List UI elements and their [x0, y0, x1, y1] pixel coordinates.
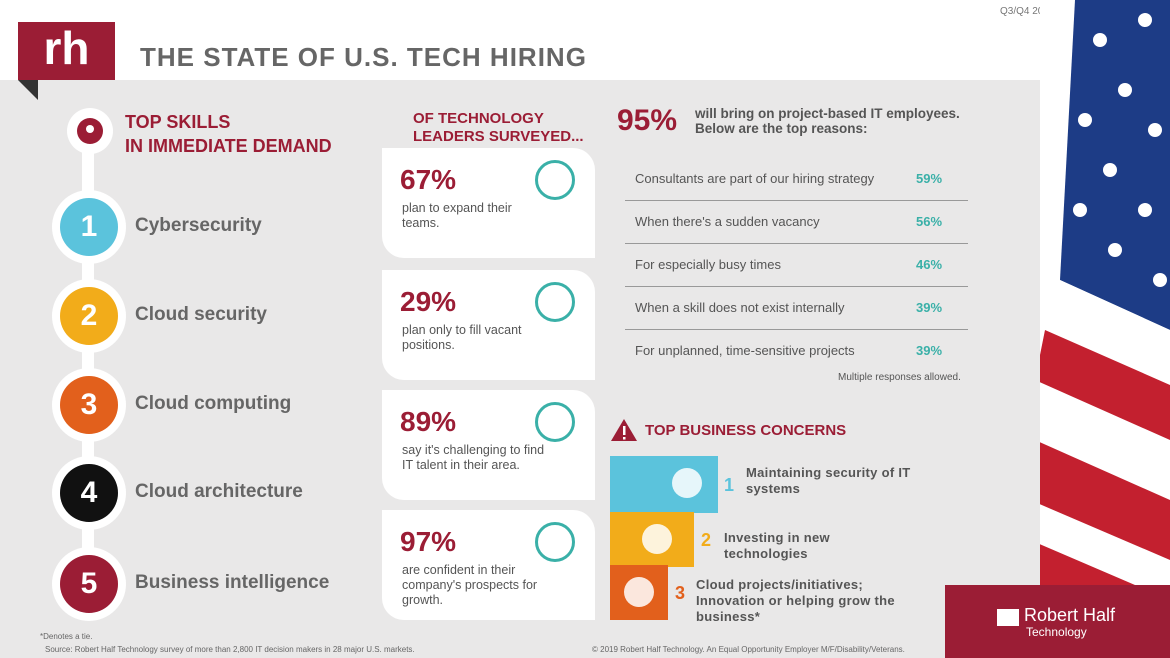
card-text: plan only to fill vacant positions.: [402, 323, 522, 352]
card-stat: 67%: [400, 164, 457, 195]
reasons-stat: 95%: [617, 104, 678, 137]
concern-icon: [624, 577, 654, 607]
card-stat: 97%: [400, 526, 457, 557]
title: THE STATE OF U.S. TECH HIRING: [140, 42, 587, 72]
brand-box: [945, 585, 1170, 658]
copyright: © 2019 Robert Half Technology. An Equal …: [592, 645, 905, 654]
footnote: *Denotes a tie.: [40, 632, 93, 641]
reason-value: 59%: [916, 171, 943, 186]
reason-label: Consultants are part of our hiring strat…: [635, 171, 875, 186]
warning-icon: [611, 419, 637, 441]
brand-name: Robert Half: [1024, 605, 1116, 625]
heading-line: OF TECHNOLOGY: [413, 110, 544, 127]
reason-value: 56%: [916, 214, 943, 229]
skills-heading: TOP SKILLS IN IMMEDIATE DEMAND: [125, 110, 332, 158]
card-icon: [535, 282, 575, 322]
row-divider: [625, 329, 968, 330]
reason-value: 39%: [916, 300, 943, 315]
logo-fold: [18, 80, 38, 100]
row-divider: [625, 200, 968, 201]
reason-label: For unplanned, time-sensitive projects: [635, 343, 855, 358]
concern-text: Investing in new technologies: [724, 530, 830, 561]
skill-label: Business intelligence: [135, 572, 330, 593]
card-icon: [535, 402, 575, 442]
reason-value: 46%: [916, 257, 943, 272]
header-band: [0, 22, 1070, 80]
heading-line: IN IMMEDIATE DEMAND: [125, 136, 332, 156]
concerns-title: TOP BUSINESS CONCERNS: [645, 422, 847, 439]
skill-number: 2: [60, 287, 118, 345]
brand-mark: [997, 609, 1019, 626]
card-stat: 29%: [400, 286, 457, 317]
reason-value: 39%: [916, 343, 943, 358]
heading-line: TOP SKILLS: [125, 112, 231, 132]
card-text: are confident in their company's prospec…: [402, 563, 538, 607]
concern-icon: [672, 468, 702, 498]
card-stat: 89%: [400, 406, 457, 437]
card-text: say it's challenging to find IT talent i…: [402, 443, 545, 472]
skill-label: Cloud security: [135, 304, 267, 325]
reason-label: For especially busy times: [635, 257, 781, 272]
brand-sub: Technology: [1026, 625, 1087, 639]
heading-line: LEADERS SURVEYED...: [413, 128, 584, 145]
reason-label: When there's a sudden vacancy: [635, 214, 820, 229]
reasons-intro: will bring on project-based IT employees…: [695, 106, 960, 136]
row-divider: [625, 243, 968, 244]
skill-number: 1: [60, 198, 118, 256]
concern-number: 2: [701, 529, 712, 550]
concern-number: 3: [675, 582, 686, 603]
skill-number: 5: [60, 555, 118, 613]
skill-number: 3: [60, 376, 118, 434]
flag: [1040, 0, 1170, 658]
concern-text: Cloud projects/initiatives; Innovation o…: [696, 577, 895, 624]
concern-number: 1: [724, 474, 735, 495]
concern-icon: [642, 524, 672, 554]
leaders-heading: OF TECHNOLOGY LEADERS SURVEYED...: [413, 110, 584, 146]
source: Source: Robert Half Technology survey of…: [45, 645, 415, 654]
reasons-note: Multiple responses allowed.: [838, 372, 961, 383]
card-text: plan to expand their teams.: [402, 201, 512, 230]
badge: Q3/Q4 2019: [1000, 6, 1055, 17]
top-band: [0, 0, 1170, 22]
logo: rh: [18, 22, 115, 80]
skill-label: Cybersecurity: [135, 215, 262, 236]
card-icon: [535, 160, 575, 200]
skill-number: 4: [60, 464, 118, 522]
row-divider: [625, 286, 968, 287]
card-icon: [535, 522, 575, 562]
skills-icon: [67, 108, 113, 154]
reason-label: When a skill does not exist internally: [635, 300, 845, 315]
skill-label: Cloud architecture: [135, 481, 303, 502]
skill-label: Cloud computing: [135, 393, 292, 414]
concern-text: Maintaining security of IT systems: [746, 465, 911, 496]
